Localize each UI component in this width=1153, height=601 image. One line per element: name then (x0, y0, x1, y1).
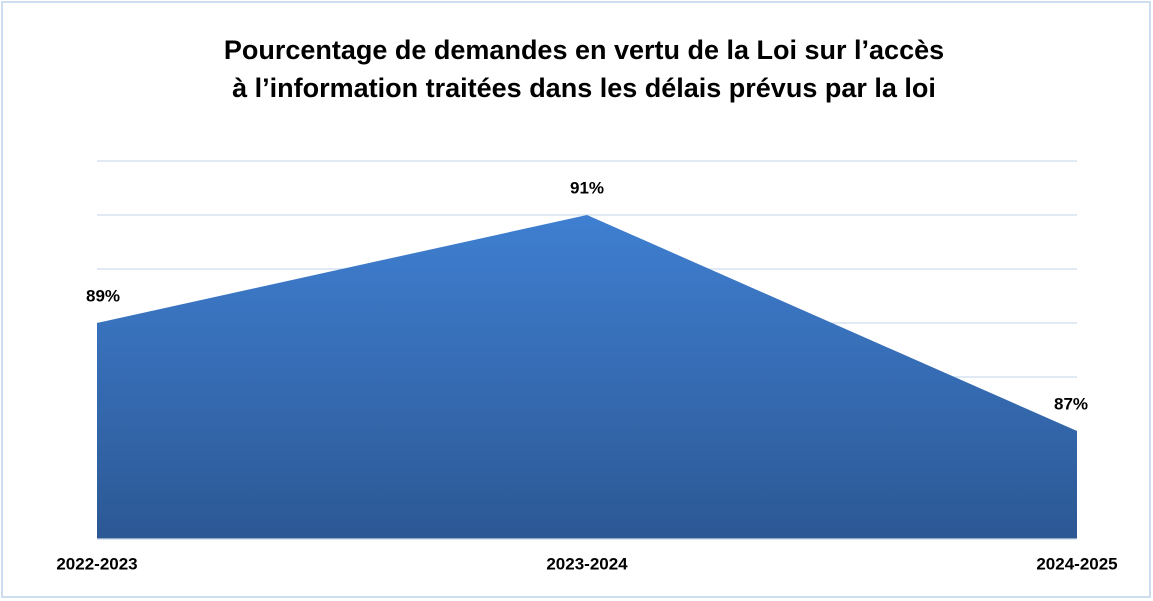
chart-title: à l’information traitées dans les délais… (232, 73, 936, 103)
value-label: 89% (86, 286, 120, 305)
chart-title: Pourcentage de demandes en vertu de la L… (224, 35, 944, 65)
value-label: 87% (1054, 394, 1088, 413)
value-label: 91% (570, 178, 604, 197)
x-tick-label: 2023-2024 (546, 554, 628, 573)
x-tick-label: 2022-2023 (56, 554, 137, 573)
x-tick-label: 2024-2025 (1036, 554, 1117, 573)
area (97, 215, 1077, 539)
